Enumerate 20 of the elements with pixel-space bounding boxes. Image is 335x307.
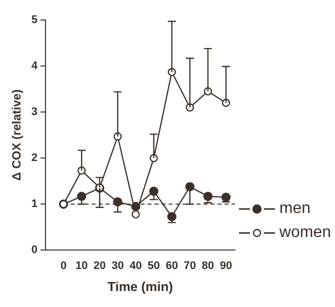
y-tick-label: 3 [31, 106, 38, 118]
legend-label: men [279, 200, 311, 218]
x-tick-label: 60 [166, 260, 178, 272]
x-tick-label: 0 [60, 260, 67, 272]
x-tick-label: 90 [220, 260, 232, 272]
y-tick-label: 2 [31, 152, 38, 164]
x-tick-label: 70 [184, 260, 196, 272]
x-axis-title: Time (min) [108, 278, 174, 294]
y-tick-label: 5 [31, 14, 38, 26]
x-tick-label: 80 [202, 260, 214, 272]
y-axis-title: Δ COX (relative) [10, 89, 24, 181]
legend-label: women [279, 224, 331, 242]
x-tick-label: 20 [94, 260, 106, 272]
x-tick-label: 50 [148, 260, 160, 272]
x-tick-label: 40 [130, 260, 142, 272]
x-tick-label: 10 [75, 260, 88, 272]
x-tick-label: 30 [112, 260, 124, 272]
y-tick-label: 0 [31, 244, 38, 256]
y-tick-label: 1 [31, 198, 38, 210]
y-tick-label: 4 [31, 60, 38, 72]
